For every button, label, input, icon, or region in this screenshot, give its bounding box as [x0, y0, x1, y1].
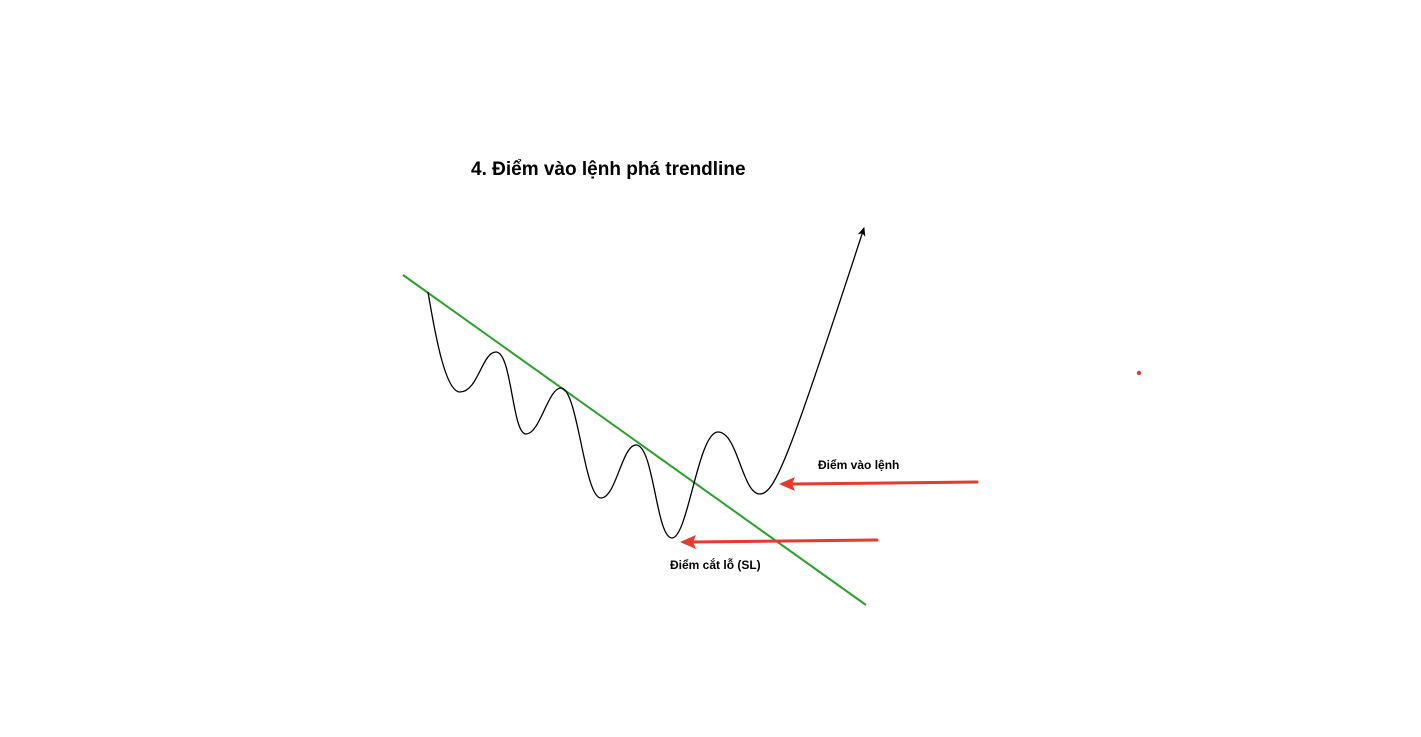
descending-trendline: [402, 274, 867, 606]
stop-loss-arrow-shaft: [691, 538, 879, 544]
entry-arrow-head: [779, 477, 795, 491]
stop-loss-label: Điểm cắt lỗ (SL): [670, 557, 761, 572]
stop-loss-arrow-head: [680, 535, 696, 549]
marker-dot: [1136, 370, 1142, 376]
price-path: [427, 227, 866, 539]
entry-point-label: Điểm vào lệnh: [818, 458, 899, 472]
entry-arrow-shaft: [790, 480, 979, 486]
diagram-title: 4. Điểm vào lệnh phá trendline: [471, 159, 746, 180]
